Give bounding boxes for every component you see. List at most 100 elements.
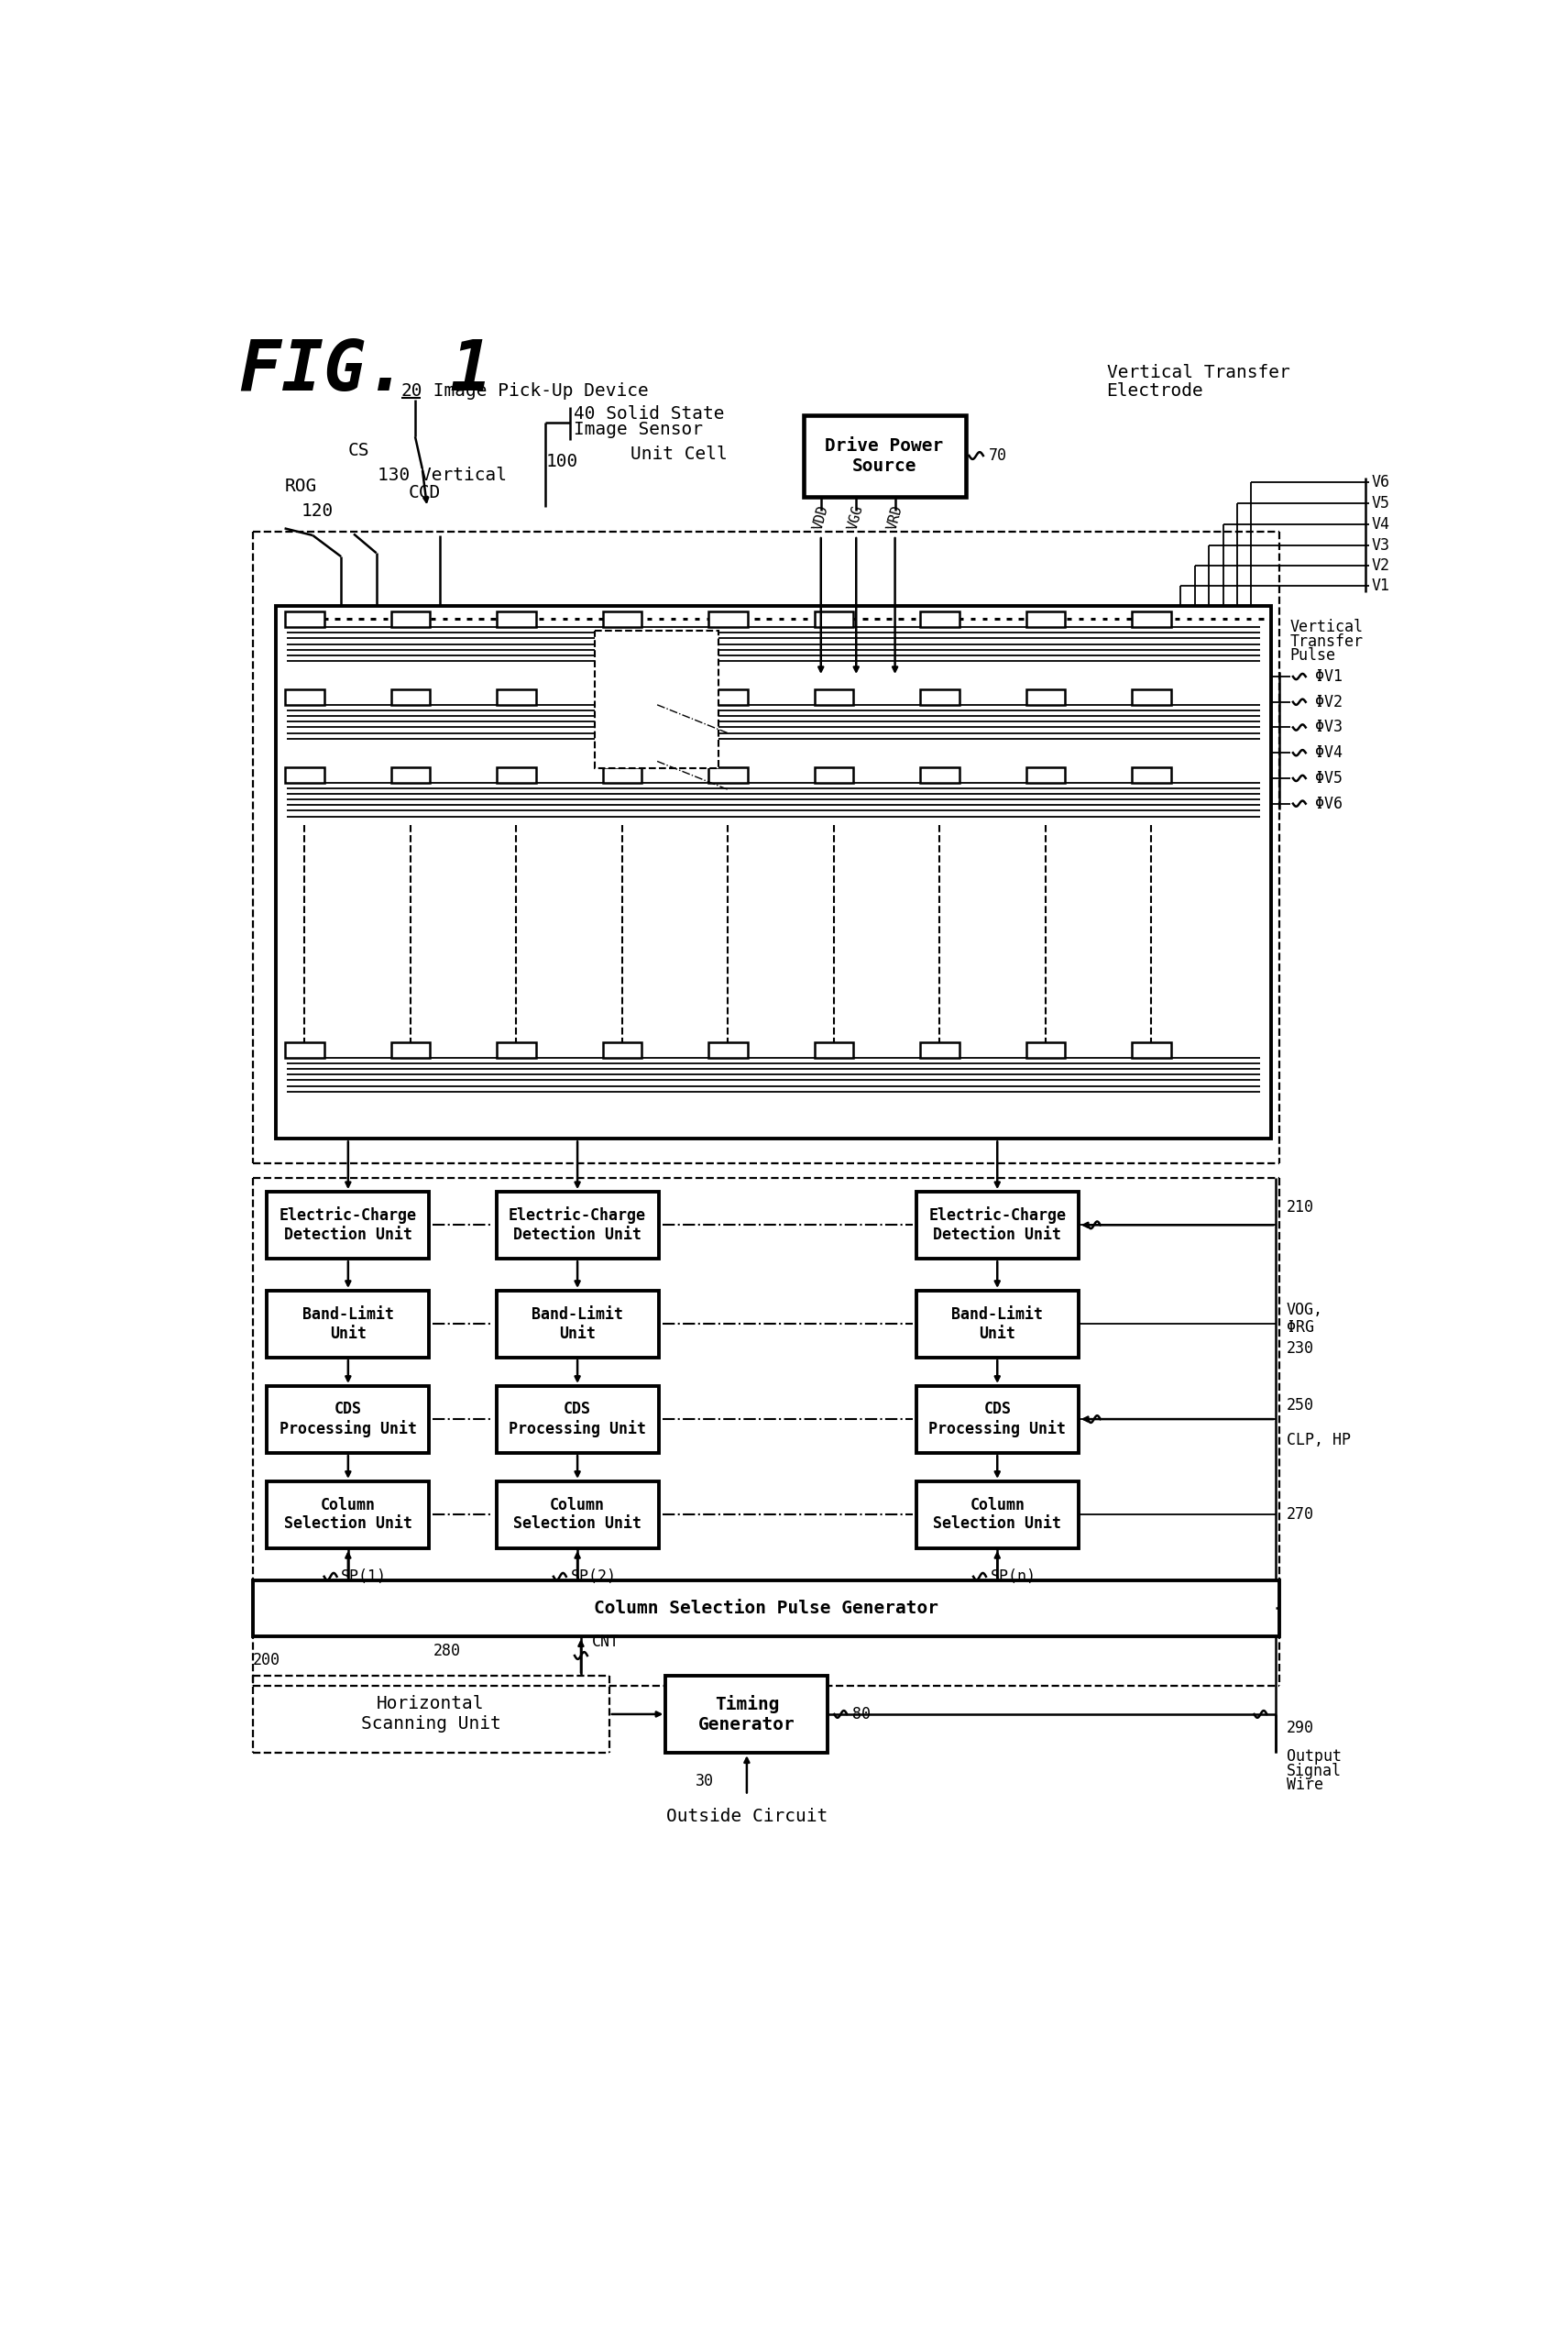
Bar <box>814 1043 853 1057</box>
Bar <box>709 689 748 706</box>
Bar <box>602 689 641 706</box>
Bar <box>267 1481 430 1549</box>
Text: 270: 270 <box>1287 1507 1314 1524</box>
Bar <box>390 1043 430 1057</box>
Text: V2: V2 <box>1372 558 1389 574</box>
Text: VGG: VGG <box>847 504 866 532</box>
Text: ROG: ROG <box>285 478 317 495</box>
Bar <box>276 607 1272 1139</box>
Bar <box>285 766 325 783</box>
Text: CDS
Processing Unit: CDS Processing Unit <box>928 1402 1066 1437</box>
Bar <box>1132 766 1171 783</box>
Text: 80: 80 <box>853 1706 870 1723</box>
Text: 70: 70 <box>989 448 1007 464</box>
Text: Unit Cell: Unit Cell <box>630 445 728 462</box>
Bar <box>390 612 430 628</box>
Text: V1: V1 <box>1372 579 1389 595</box>
Bar <box>1025 689 1065 706</box>
Bar <box>709 1043 748 1057</box>
Text: Image Sensor: Image Sensor <box>574 422 702 438</box>
Bar <box>916 1191 1079 1259</box>
Text: 20: 20 <box>401 382 422 398</box>
Text: V6: V6 <box>1372 473 1389 490</box>
Text: Band-Limit
Unit: Band-Limit Unit <box>952 1306 1043 1341</box>
Text: Output: Output <box>1287 1749 1342 1765</box>
Text: 120: 120 <box>301 502 332 520</box>
Text: Vertical Transfer: Vertical Transfer <box>1107 363 1290 382</box>
Text: Wire: Wire <box>1287 1777 1323 1793</box>
Text: Drive Power
Source: Drive Power Source <box>825 436 944 473</box>
Bar <box>916 1385 1079 1453</box>
Bar <box>1025 766 1065 783</box>
Text: V5: V5 <box>1372 495 1389 511</box>
Bar <box>814 689 853 706</box>
Bar <box>497 1385 659 1453</box>
Text: Electric-Charge
Detection Unit: Electric-Charge Detection Unit <box>508 1207 646 1242</box>
Text: 30: 30 <box>695 1772 713 1788</box>
Text: ΦV3: ΦV3 <box>1316 720 1342 736</box>
Bar <box>666 1676 828 1753</box>
Text: Electrode: Electrode <box>1107 382 1204 398</box>
Text: Electric-Charge
Detection Unit: Electric-Charge Detection Unit <box>928 1207 1066 1242</box>
Bar <box>814 612 853 628</box>
Text: CNT: CNT <box>591 1634 619 1650</box>
Bar <box>814 766 853 783</box>
Text: 130 Vertical: 130 Vertical <box>378 466 506 485</box>
Text: Column
Selection Unit: Column Selection Unit <box>933 1495 1062 1533</box>
Bar <box>497 1043 536 1057</box>
Bar <box>267 1191 430 1259</box>
Bar <box>267 1385 430 1453</box>
Bar <box>497 766 536 783</box>
Text: V4: V4 <box>1372 516 1389 532</box>
Text: Timing
Generator: Timing Generator <box>698 1695 795 1735</box>
Bar <box>920 766 960 783</box>
Bar <box>1132 689 1171 706</box>
Text: 40 Solid State: 40 Solid State <box>574 406 724 422</box>
Bar <box>1132 612 1171 628</box>
Bar <box>602 766 641 783</box>
Bar <box>267 1292 430 1357</box>
Text: 200: 200 <box>252 1653 281 1669</box>
Bar <box>497 1292 659 1357</box>
Bar <box>497 1191 659 1259</box>
Bar <box>497 612 536 628</box>
Text: VRD: VRD <box>884 504 905 532</box>
Text: V3: V3 <box>1372 537 1389 553</box>
Text: ΦV4: ΦV4 <box>1316 745 1342 762</box>
Bar <box>285 1043 325 1057</box>
Bar <box>390 766 430 783</box>
Text: ΦV5: ΦV5 <box>1316 769 1342 788</box>
Text: 210: 210 <box>1287 1200 1314 1217</box>
Bar <box>602 612 641 628</box>
Text: Outside Circuit: Outside Circuit <box>666 1807 828 1826</box>
Text: 100: 100 <box>546 452 579 471</box>
Text: ΦV2: ΦV2 <box>1316 694 1342 710</box>
Text: 250: 250 <box>1287 1397 1314 1413</box>
Text: Vertical: Vertical <box>1290 619 1364 635</box>
Text: CDS
Processing Unit: CDS Processing Unit <box>279 1402 417 1437</box>
Bar <box>920 612 960 628</box>
Text: SP(n): SP(n) <box>991 1568 1036 1585</box>
Text: CDS
Processing Unit: CDS Processing Unit <box>508 1402 646 1437</box>
Text: Column Selection Pulse Generator: Column Selection Pulse Generator <box>594 1599 938 1617</box>
Text: ΦV1: ΦV1 <box>1316 668 1342 684</box>
Text: Transfer: Transfer <box>1290 633 1364 649</box>
Text: Column
Selection Unit: Column Selection Unit <box>513 1495 641 1533</box>
Text: ΦRG: ΦRG <box>1287 1320 1314 1336</box>
Bar <box>709 612 748 628</box>
Text: 280: 280 <box>433 1643 461 1660</box>
Bar <box>252 1580 1279 1636</box>
Bar <box>920 689 960 706</box>
Text: SP(1): SP(1) <box>342 1568 387 1585</box>
Text: Band-Limit
Unit: Band-Limit Unit <box>532 1306 622 1341</box>
Text: VDD: VDD <box>811 504 831 532</box>
Text: ΦV6: ΦV6 <box>1316 795 1342 811</box>
Bar <box>916 1292 1079 1357</box>
Bar <box>1025 1043 1065 1057</box>
Text: Signal: Signal <box>1287 1763 1342 1779</box>
Text: CS: CS <box>348 443 370 459</box>
Text: VOG,: VOG, <box>1287 1301 1323 1317</box>
Bar <box>916 1481 1079 1549</box>
Bar <box>497 1481 659 1549</box>
Bar <box>285 689 325 706</box>
